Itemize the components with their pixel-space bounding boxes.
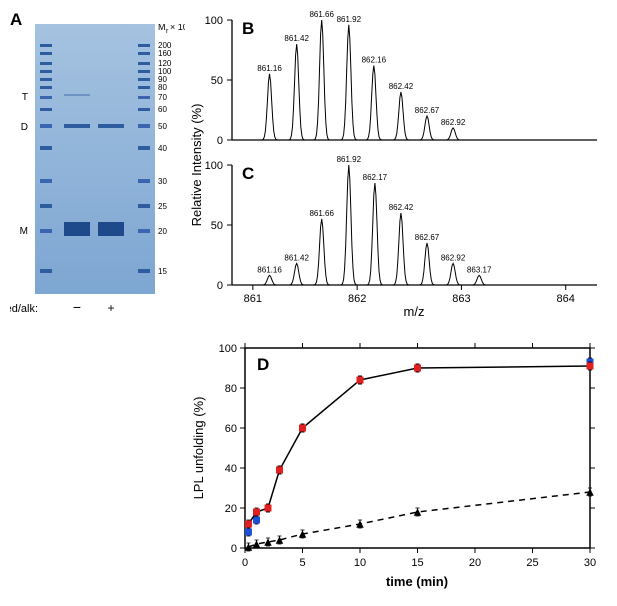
panel-c-label: C xyxy=(242,164,254,183)
lv6: 70 xyxy=(158,93,167,102)
panel-c-xlabel: m/z xyxy=(404,304,425,319)
mr-label-sub: r xyxy=(166,28,169,35)
panel-c-xticks: 861 862 863 864 xyxy=(244,285,575,305)
lv13: 15 xyxy=(158,267,167,276)
b-yt1: 50 xyxy=(211,75,223,87)
peak-label: 862.92 xyxy=(441,253,466,262)
mr-label: M xyxy=(158,24,166,32)
peak-label: 862.42 xyxy=(389,203,414,212)
bc-ylabel: Relative Intensity (%) xyxy=(189,104,204,227)
peak-label: 862.67 xyxy=(415,106,440,115)
side-label-t: T xyxy=(22,92,28,103)
c-yt2: 100 xyxy=(205,160,223,172)
marker-square xyxy=(254,517,260,523)
panel-c-spectrum: 861.16861.42 861.66 861.92862.17 862.42 862.… xyxy=(232,155,597,285)
redalk-label: red/alk: xyxy=(10,303,38,315)
panel-d-label: D xyxy=(257,355,269,374)
peak-label: 861.16 xyxy=(257,64,282,73)
peak-label: 862.67 xyxy=(415,233,440,242)
redalk-v1: + xyxy=(107,301,114,315)
d-ytick: 80 xyxy=(225,383,237,395)
peak-label: 861.66 xyxy=(309,209,334,218)
d-xtick: 15 xyxy=(411,557,423,569)
d-xtick: 20 xyxy=(469,557,481,569)
panel-a-gel: T D M M r × 10⁻³ 200 160 120 100 90 80 7… xyxy=(10,24,185,344)
panel-b-axes: 0 50 100 xyxy=(205,15,597,147)
xtick-label: 862 xyxy=(348,293,366,305)
panel-d-yticks: 0 20 40 60 80 100 xyxy=(219,343,595,555)
d-ytick: 40 xyxy=(225,463,237,475)
b-yt0: 0 xyxy=(217,135,223,147)
xtick-label: 864 xyxy=(557,293,575,305)
lv7: 60 xyxy=(158,105,167,114)
d-xtick: 25 xyxy=(526,557,538,569)
marker-square xyxy=(245,529,251,535)
marker-square xyxy=(254,509,260,515)
panel-d-xlabel: time (min) xyxy=(386,574,448,589)
panel-b-label: B xyxy=(242,19,254,38)
d-ytick: 20 xyxy=(225,503,237,515)
figure-container: A xyxy=(10,10,607,596)
series-line xyxy=(249,492,591,547)
marker-square xyxy=(245,521,251,527)
c-yt0: 0 xyxy=(217,280,223,292)
xtick-label: 863 xyxy=(452,293,470,305)
marker-square xyxy=(265,505,271,511)
marker-square xyxy=(415,365,421,371)
panel-d-xticks: 0 5 10 15 20 25 30 xyxy=(242,343,596,569)
peak-label: 862.17 xyxy=(363,173,388,182)
peak-label: 862.42 xyxy=(389,82,414,91)
panel-bc-spectra: Relative Intensity (%) 0 50 100 B 861.16… xyxy=(187,10,607,320)
peak-label: 862.92 xyxy=(441,118,466,127)
d-xtick: 5 xyxy=(299,557,305,569)
lv10: 30 xyxy=(158,177,167,186)
panel-d-series xyxy=(245,358,594,551)
panel-d-ylabel: LPL unfolding (%) xyxy=(191,397,206,500)
series-line xyxy=(249,366,591,524)
d-xtick: 30 xyxy=(584,557,596,569)
peak-label: 861.92 xyxy=(337,155,362,164)
lv8: 50 xyxy=(158,122,167,131)
peak-label: 861.16 xyxy=(257,265,282,274)
d-xtick: 10 xyxy=(354,557,366,569)
marker-square xyxy=(587,363,593,369)
side-label-m: M xyxy=(20,226,28,237)
peak-label: 861.42 xyxy=(284,34,309,43)
lv11: 25 xyxy=(158,202,167,211)
lv12: 20 xyxy=(158,227,167,236)
mr-label-rest: × 10⁻³ xyxy=(170,24,185,32)
peak-label: 863.17 xyxy=(467,265,492,274)
marker-square xyxy=(357,377,363,383)
lv9: 40 xyxy=(158,144,167,153)
side-label-d: D xyxy=(21,122,28,133)
redalk-v0: − xyxy=(73,299,81,315)
d-xtick: 0 xyxy=(242,557,248,569)
b-yt2: 100 xyxy=(205,15,223,27)
marker-square xyxy=(300,425,306,431)
peak-label: 862.16 xyxy=(362,56,387,65)
panel-b-spectrum: 861.16 861.42 861.66861.92 862.16 862.42 862.… xyxy=(232,10,597,140)
d-ytick: 100 xyxy=(219,343,237,355)
lv1: 160 xyxy=(158,49,172,58)
d-ytick: 0 xyxy=(231,543,237,555)
d-ytick: 60 xyxy=(225,423,237,435)
peak-label: 861.66 xyxy=(309,10,334,19)
c-yt1: 50 xyxy=(211,220,223,232)
panel-d-chart: D LPL unfolding (%) time (min) 0 20 40 60 80… xyxy=(187,336,607,596)
peak-label: 861.92 xyxy=(337,15,362,24)
marker-triangle xyxy=(245,543,253,551)
lv5: 80 xyxy=(158,83,167,92)
marker-square xyxy=(277,467,283,473)
peak-label: 861.42 xyxy=(284,253,309,262)
xtick-label: 861 xyxy=(244,293,262,305)
